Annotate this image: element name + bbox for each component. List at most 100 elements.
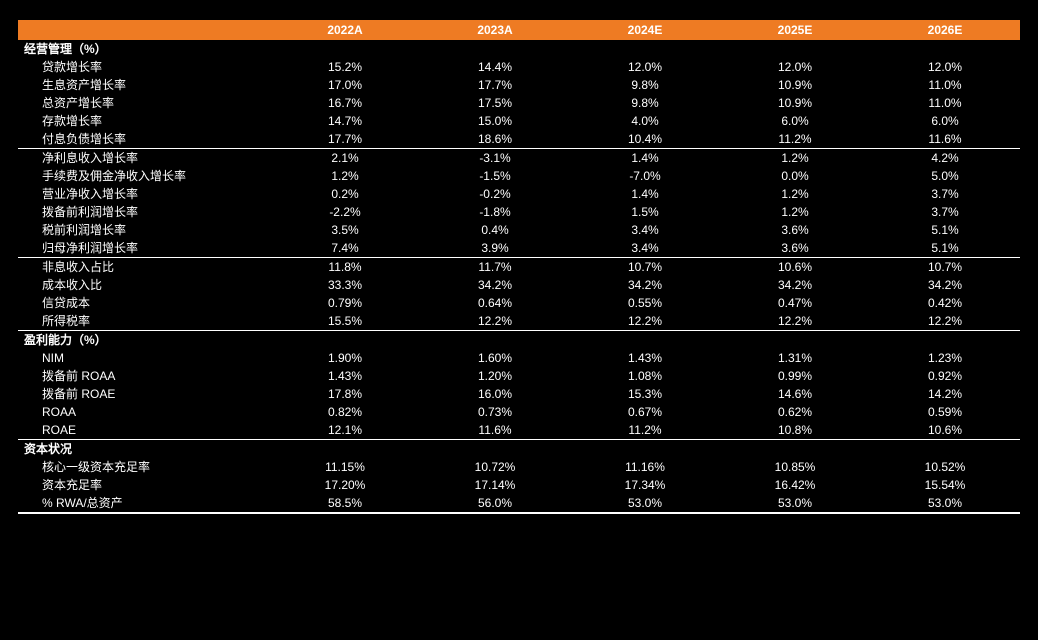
row-label: ROAE [18,421,270,440]
col-header-2026E: 2026E [870,20,1020,40]
cell-value: 1.23% [870,349,1020,367]
cell-value: 16.7% [270,94,420,112]
cell-value: 9.8% [570,76,720,94]
row-label: % RWA/总资产 [18,494,270,513]
cell-value: 3.4% [570,221,720,239]
cell-value: 7.4% [270,239,420,258]
row-label: 资本充足率 [18,476,270,494]
table-row: 净利息收入增长率2.1%-3.1%1.4%1.2%4.2% [18,149,1020,168]
cell-value: 34.2% [570,276,720,294]
section-title: 盈利能力（%） [18,331,1020,350]
cell-value: 0.59% [870,403,1020,421]
table-row: % RWA/总资产58.5%56.0%53.0%53.0%53.0% [18,494,1020,513]
cell-value: 12.1% [270,421,420,440]
cell-value: 1.43% [570,349,720,367]
cell-value: 11.6% [420,421,570,440]
cell-value: 0.79% [270,294,420,312]
cell-value: 11.16% [570,458,720,476]
cell-value: 5.0% [870,167,1020,185]
cell-value: 17.7% [270,130,420,149]
row-label: 拨备前 ROAE [18,385,270,403]
cell-value: 10.7% [570,258,720,277]
col-header-2022A: 2022A [270,20,420,40]
table-row: 所得税率15.5%12.2%12.2%12.2%12.2% [18,312,1020,331]
table-row: 归母净利润增长率7.4%3.9%3.4%3.6%5.1% [18,239,1020,258]
cell-value: 0.4% [420,221,570,239]
table-row: 拨备前 ROAA1.43%1.20%1.08%0.99%0.92% [18,367,1020,385]
cell-value: 34.2% [720,276,870,294]
cell-value: 12.0% [870,58,1020,76]
cell-value: 1.5% [570,203,720,221]
cell-value: 16.0% [420,385,570,403]
row-label: 信贷成本 [18,294,270,312]
row-label: 贷款增长率 [18,58,270,76]
cell-value: 5.1% [870,221,1020,239]
cell-value: 56.0% [420,494,570,513]
col-header-label [18,20,270,40]
cell-value: 11.0% [870,94,1020,112]
table-row: 营业净收入增长率0.2%-0.2%1.4%1.2%3.7% [18,185,1020,203]
cell-value: 0.92% [870,367,1020,385]
cell-value: 10.9% [720,94,870,112]
row-label: 付息负债增长率 [18,130,270,149]
cell-value: 1.2% [720,203,870,221]
cell-value: 3.9% [420,239,570,258]
cell-value: 6.0% [870,112,1020,130]
cell-value: 17.0% [270,76,420,94]
cell-value: 14.4% [420,58,570,76]
cell-value: 15.3% [570,385,720,403]
row-label: 拨备前 ROAA [18,367,270,385]
cell-value: 10.7% [870,258,1020,277]
table-row: 非息收入占比11.8%11.7%10.7%10.6%10.7% [18,258,1020,277]
row-label: 总资产增长率 [18,94,270,112]
cell-value: 1.2% [720,185,870,203]
cell-value: 53.0% [720,494,870,513]
financial-metrics-sheet: 2022A 2023A 2024E 2025E 2026E 经营管理（%）贷款增… [0,0,1038,640]
table-row: ROAA0.82%0.73%0.67%0.62%0.59% [18,403,1020,421]
row-label: 归母净利润增长率 [18,239,270,258]
cell-value: 1.4% [570,185,720,203]
table-row: 信贷成本0.79%0.64%0.55%0.47%0.42% [18,294,1020,312]
cell-value: 1.4% [570,149,720,168]
table-header-row: 2022A 2023A 2024E 2025E 2026E [18,20,1020,40]
cell-value: -1.8% [420,203,570,221]
cell-value: 14.2% [870,385,1020,403]
cell-value: 4.0% [570,112,720,130]
cell-value: 1.90% [270,349,420,367]
cell-value: 17.20% [270,476,420,494]
cell-value: 10.9% [720,76,870,94]
cell-value: 53.0% [870,494,1020,513]
cell-value: 5.1% [870,239,1020,258]
cell-value: 1.2% [720,149,870,168]
col-header-2024E: 2024E [570,20,720,40]
cell-value: 11.8% [270,258,420,277]
cell-value: 3.7% [870,185,1020,203]
cell-value: 1.60% [420,349,570,367]
financial-metrics-table: 2022A 2023A 2024E 2025E 2026E 经营管理（%）贷款增… [18,20,1020,514]
cell-value: 10.52% [870,458,1020,476]
section-title-row: 资本状况 [18,440,1020,459]
cell-value: 0.0% [720,167,870,185]
table-row: NIM1.90%1.60%1.43%1.31%1.23% [18,349,1020,367]
cell-value: 15.5% [270,312,420,331]
cell-value: 3.4% [570,239,720,258]
cell-value: -0.2% [420,185,570,203]
cell-value: 17.34% [570,476,720,494]
cell-value: 10.6% [720,258,870,277]
cell-value: 11.6% [870,130,1020,149]
row-label: 存款增长率 [18,112,270,130]
table-row: 核心一级资本充足率11.15%10.72%11.16%10.85%10.52% [18,458,1020,476]
cell-value: 1.20% [420,367,570,385]
row-label: 成本收入比 [18,276,270,294]
cell-value: -1.5% [420,167,570,185]
table-row: 拨备前 ROAE17.8%16.0%15.3%14.6%14.2% [18,385,1020,403]
cell-value: 1.43% [270,367,420,385]
cell-value: 2.1% [270,149,420,168]
cell-value: 0.47% [720,294,870,312]
cell-value: 12.2% [870,312,1020,331]
cell-value: 10.8% [720,421,870,440]
cell-value: 17.5% [420,94,570,112]
cell-value: 11.2% [570,421,720,440]
cell-value: 1.2% [270,167,420,185]
table-row: 资本充足率17.20%17.14%17.34%16.42%15.54% [18,476,1020,494]
